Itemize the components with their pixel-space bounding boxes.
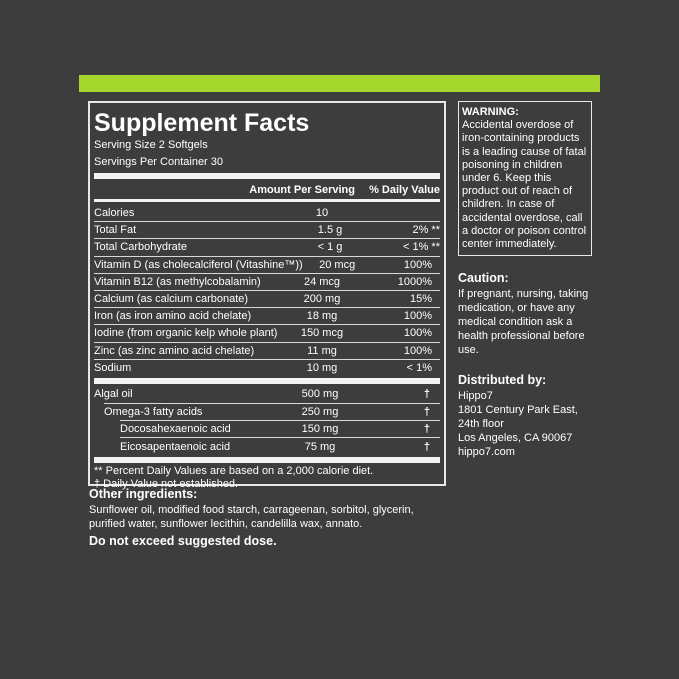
nutrient-name: Vitamin B12 (as methylcobalamin) — [94, 275, 261, 288]
nutrient-amount: 75 mg — [304, 440, 336, 453]
nutrient-amount: 200 mg — [303, 293, 341, 306]
panel-title: Supplement Facts — [94, 109, 310, 137]
col-amount: Amount Per Serving — [249, 183, 355, 196]
nutrient-amount: 10 — [315, 206, 329, 219]
table-row: Omega-3 fatty acids 250 mg † — [104, 403, 440, 420]
nutrient-name: Eicosapentaenoic acid — [120, 440, 231, 453]
divider — [94, 456, 440, 463]
nutrient-name: Iodine (from organic kelp whole plant) — [94, 327, 278, 340]
distributor-section: Distributed by: Hippo7 1801 Century Park… — [458, 372, 598, 459]
distributor-line: 24th floor — [458, 418, 504, 430]
nutrient-amount: 24 mcg — [303, 275, 341, 288]
table-row: Total Fat 1.5 g 2% ** — [94, 221, 440, 238]
nutrient-amount: 150 mg — [301, 423, 339, 436]
table-row: Docosahexaenoic acid 150 mg † — [120, 420, 440, 437]
table-header: Amount Per Serving % Daily Value — [94, 181, 440, 198]
nutrient-name: Iron (as iron amino acid chelate) — [94, 310, 252, 323]
nutrient-name: Sodium — [94, 361, 132, 374]
nutrient-name: Total Carbohydrate — [94, 241, 187, 254]
servings-per-container: Servings Per Container 30 — [94, 156, 224, 168]
nutrient-amount: 250 mg — [301, 406, 339, 419]
nutrient-name: Calcium (as calcium carbonate) — [94, 293, 249, 306]
table-row: Calcium (as calcium carbonate) 200 mg 15% — [94, 289, 440, 307]
other-text: Sunflower oil, modified food starch, car… — [89, 504, 414, 530]
col-dv: % Daily Value — [369, 183, 440, 196]
caution-heading: Caution: — [458, 271, 509, 285]
nutrient-dv: 100% — [403, 310, 432, 323]
table-row: Calories 10 — [94, 204, 440, 221]
other-heading: Other ingredients: — [89, 487, 198, 501]
dose-warning: Do not exceed suggested dose. — [89, 534, 277, 548]
nutrient-dv: < 1% ** — [403, 241, 440, 254]
nutrient-dv: † — [423, 388, 430, 401]
nutrient-amount: 500 mg — [301, 388, 339, 401]
serving-size: Serving Size 2 Softgels — [94, 139, 208, 151]
divider — [94, 377, 440, 384]
distributor-heading: Distributed by: — [458, 373, 547, 387]
table-row: Vitamin D (as cholecalciferol (Vitashine… — [94, 255, 440, 273]
nutrient-amount: < 1 g — [317, 241, 343, 254]
nutrient-name: Algal oil — [94, 388, 133, 401]
nutrient-name: Calories — [94, 206, 135, 219]
nutrient-dv: < 1% — [406, 361, 432, 374]
nutrient-amount: 11 mg — [307, 344, 337, 357]
distributor-line: Los Angeles, CA 90067 — [458, 432, 573, 444]
distributor-line: hippo7.com — [458, 446, 515, 458]
nutrient-name: Zinc (as zinc amino acid chelate) — [94, 344, 255, 357]
caution-section: Caution: If pregnant, nursing, taking me… — [458, 270, 598, 357]
table-row: Sodium 10 mg < 1% — [94, 358, 440, 376]
warning-text: Accidental overdose of iron-containing p… — [462, 119, 587, 251]
nutrient-amount: 150 mcg — [300, 327, 344, 340]
nutrient-dv: † — [423, 440, 430, 453]
table-row: Total Carbohydrate < 1 g < 1% ** — [94, 238, 440, 255]
nutrient-dv: 15% — [409, 293, 432, 306]
nutrient-dv: 100% — [403, 344, 432, 357]
nutrient-dv: † — [423, 423, 430, 436]
nutrient-dv: 100% — [403, 327, 432, 340]
footnote: † Daily Value not established. — [94, 477, 239, 490]
warning-box: WARNING: Accidental overdose of iron-con… — [458, 101, 592, 256]
warning-heading: WARNING: — [462, 106, 519, 118]
other-ingredients: Other ingredients: Sunflower oil, modifi… — [89, 486, 449, 550]
accent-bar — [79, 75, 600, 92]
caution-text: If pregnant, nursing, taking medication,… — [458, 288, 589, 356]
table-row: Zinc (as zinc amino acid chelate) 11 mg 10… — [94, 341, 440, 359]
nutrient-name: Docosahexaenoic acid — [120, 423, 231, 436]
supplement-facts-panel: Supplement Facts Serving Size 2 Softgels… — [88, 101, 446, 490]
nutrient-dv: † — [423, 406, 430, 419]
divider — [94, 199, 440, 202]
nutrient-amount: 20 mcg — [319, 258, 356, 271]
table-row: Vitamin B12 (as methylcobalamin) 24 mcg 10… — [94, 272, 440, 290]
nutrient-amount: 10 mg — [306, 361, 338, 374]
nutrient-name: Vitamin D (as cholecalciferol (Vitashine… — [94, 258, 303, 271]
footnote: ** Percent Daily Values are based on a 2… — [94, 464, 374, 477]
nutrient-name: Total Fat — [94, 224, 137, 237]
nutrient-dv: 1000% — [397, 275, 432, 288]
table-row: Eicosapentaenoic acid 75 mg † — [120, 437, 440, 454]
table-row: Iron (as iron amino acid chelate) 18 mg 10… — [94, 307, 440, 324]
distributor-line: Hippo7 — [458, 390, 493, 402]
nutrient-name: Omega-3 fatty acids — [104, 406, 203, 419]
divider — [94, 173, 440, 179]
nutrient-amount: 18 mg — [306, 310, 338, 323]
nutrient-dv: 100% — [403, 258, 432, 271]
nutrient-amount: 1.5 g — [317, 224, 343, 237]
distributor-line: 1801 Century Park East, — [458, 404, 578, 416]
nutrient-dv: 2% ** — [412, 224, 440, 237]
table-row: Iodine (from organic kelp whole plant) 15… — [94, 324, 440, 341]
table-row: Algal oil 500 mg † — [94, 386, 440, 403]
